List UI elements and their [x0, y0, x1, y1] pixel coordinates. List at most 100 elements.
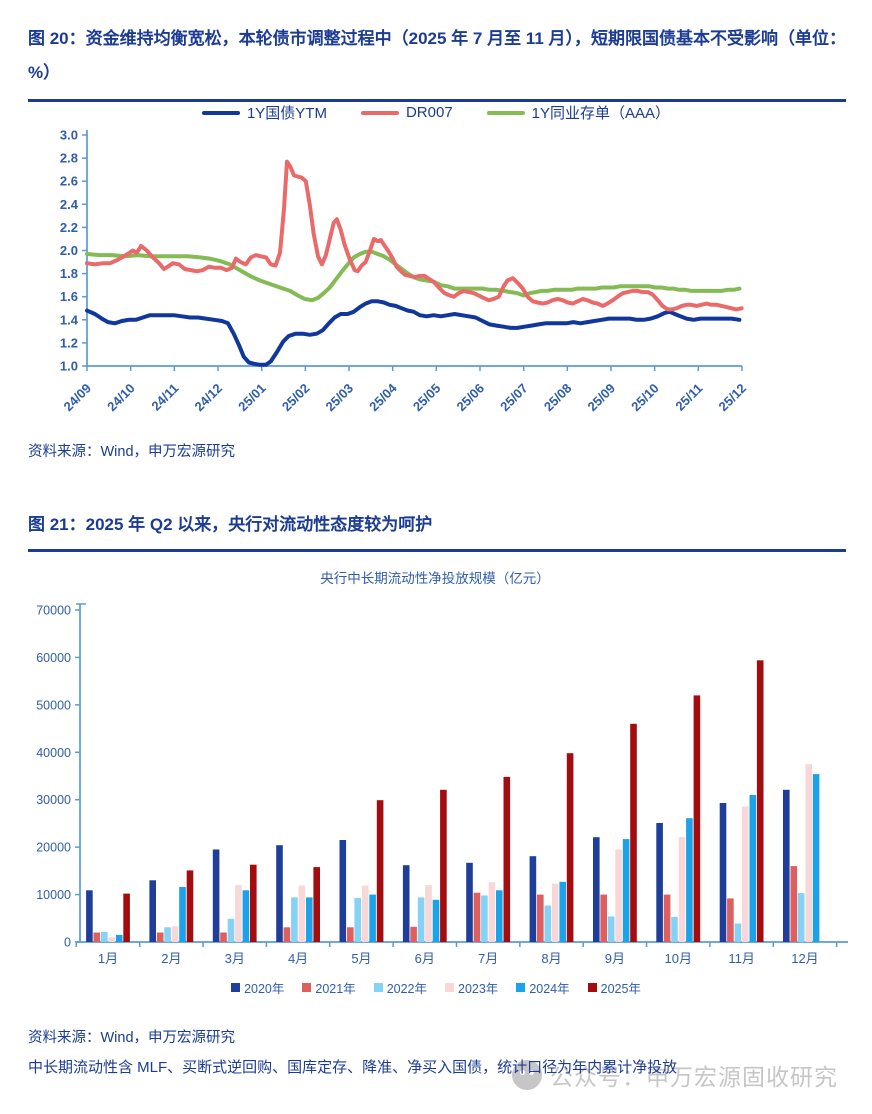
bar-2023年-11月 [742, 806, 749, 942]
bar-2025年-4月 [313, 867, 320, 942]
legend-swatch [302, 983, 312, 992]
legend-swatch [516, 983, 526, 992]
x-axis-label: 25/03 [323, 381, 357, 415]
bar-2023年-8月 [551, 883, 559, 942]
watermark: 公众号：申万宏源固收研究 [512, 1058, 838, 1092]
y-axis-label: 1.6 [60, 289, 78, 304]
y-axis-label: 2.6 [60, 174, 78, 189]
legend-swatch [360, 110, 399, 115]
y-axis-label: 20000 [36, 841, 71, 855]
liquidity-bar-chart: 央行中长期流动性净投放规模（亿元） 0 10000 20000 30000 40000 50… [36, 571, 848, 966]
x-axis-label: 25/06 [454, 381, 488, 415]
bar-2023年-12月 [805, 764, 812, 942]
bar-2024年-5月 [369, 894, 376, 942]
bar-2025年-5月 [376, 800, 384, 942]
bar-2020年-8月 [529, 856, 537, 942]
bar-2022年-6月 [417, 897, 425, 942]
bar-2025年-1月 [123, 893, 130, 942]
bar-2021年-2月 [156, 932, 164, 942]
bar-2021年-4月 [283, 927, 291, 942]
bar-2024年-2月 [179, 887, 186, 942]
x-axis-label: 25/04 [366, 380, 400, 414]
line-series-1Y国债YTM [85, 299, 742, 367]
bar-2021年-12月 [790, 866, 798, 942]
y-axis-label: 30000 [36, 793, 71, 807]
figure20-source: 资料来源：Wind，申万宏源研究 [28, 444, 236, 460]
line-series-DR007 [85, 159, 744, 312]
x-axis-label: 25/10 [628, 381, 662, 415]
y-axis-label: 1.0 [60, 359, 78, 374]
x-axis-label: 4月 [288, 951, 308, 966]
figure21-title: 图 21：2025 年 Q2 以来，央行对流动性态度较为呵护 [28, 508, 846, 552]
bar-2022年-7月 [481, 895, 488, 942]
bar-2024年-9月 [622, 839, 630, 942]
x-axis-label: 1月 [98, 951, 118, 966]
bar-2022年-9月 [607, 916, 615, 942]
legend-swatch [486, 110, 525, 115]
bar-2022年-12月 [797, 893, 805, 942]
ytm-line-chart: 1.0 1.2 1.4 1.6 1.8 2.0 2.2 2.4 2.6 2.8 3.0 24/09 24… [60, 128, 750, 415]
y-axis-label: 2.4 [60, 197, 79, 212]
bar-2022年-11月 [734, 923, 742, 942]
legend-item-2022年: 2022年 [373, 978, 427, 997]
bar-2023年-2月 [171, 926, 179, 942]
bar-2024年-3月 [242, 890, 250, 942]
x-axis-label: 5月 [351, 951, 371, 966]
bar-2020年-10月 [656, 823, 663, 942]
x-axis-label: 7月 [478, 951, 498, 966]
legend-label: 1Y同业存单（AAA） [531, 105, 671, 122]
legend-label: DR007 [405, 104, 453, 121]
bar-2023年-4月 [298, 885, 306, 942]
bar-chart-legend: 2020年 2021年 2022年 2023年 2024年 2025年 [0, 978, 872, 997]
wechat-icon [512, 1060, 542, 1090]
bar-2025年-9月 [630, 723, 637, 942]
bar-2021年-11月 [727, 898, 734, 942]
legend-item-2023年: 2023年 [445, 978, 498, 997]
x-axis-label: 25/11 [672, 381, 705, 414]
figure20-title: 图 20：资金维持均衡宽松，本轮债市调整过程中（2025 年 7 月至 11 月… [28, 22, 846, 102]
legend-swatch [373, 983, 383, 992]
bar-2021年-5月 [347, 927, 354, 942]
x-axis-label: 24/12 [192, 381, 226, 415]
legend-item-2025年: 2025年 [587, 978, 641, 997]
legend-item-DR007: DR007 [360, 104, 453, 121]
bar-2021年-10月 [663, 894, 671, 942]
bar-2021年-1月 [93, 932, 101, 942]
x-axis-label: 9月 [605, 951, 625, 966]
y-axis-label: 1.8 [60, 266, 78, 281]
bar-2020年-6月 [402, 865, 410, 942]
bar-2022年-2月 [164, 927, 171, 942]
legend-label: 2025年 [600, 982, 641, 996]
legend-swatch [587, 983, 597, 992]
x-axis-label: 25/08 [541, 381, 575, 415]
x-axis-label: 25/12 [716, 381, 750, 415]
line-series-1Y同业存单（AAA） [85, 249, 742, 303]
y-axis-label: 2.2 [60, 220, 78, 235]
bar-2023年-7月 [488, 882, 496, 942]
bar-2022年-5月 [354, 897, 361, 942]
bar-2023年-10月 [678, 837, 686, 942]
bar-2023年-9月 [615, 849, 622, 942]
x-axis-label: 25/05 [410, 381, 444, 415]
bar-2020年-5月 [339, 840, 347, 942]
legend-label: 2021年 [315, 982, 356, 996]
bar-2020年-1月 [86, 890, 93, 942]
bar-2025年-7月 [503, 776, 511, 942]
bar-2020年-9月 [593, 837, 600, 942]
legend-label: 2023年 [458, 982, 499, 996]
legend-label: 2020年 [244, 982, 285, 996]
x-axis-label: 3月 [225, 951, 245, 966]
bar-2021年-9月 [600, 894, 607, 942]
bar-2025年-11月 [756, 660, 764, 942]
bar-2024年-10月 [686, 818, 693, 942]
line-chart-legend: 1Y国债YTM DR007 1Y同业存单（AAA） [0, 102, 872, 123]
legend-label: 2022年 [386, 982, 427, 996]
legend-item-2024年: 2024年 [516, 978, 570, 997]
legend-swatch [445, 983, 454, 992]
bar-2023年-3月 [235, 885, 242, 942]
legend-swatch [231, 983, 241, 992]
bar-2020年-2月 [149, 880, 156, 942]
bar-chart-title: 央行中长期流动性净投放规模（亿元） [320, 571, 550, 586]
figure21-note: 中长期流动性含 MLF、买断式逆回购、国库定存、降准、净买入国债，统计口径为年内… [28, 1059, 678, 1076]
